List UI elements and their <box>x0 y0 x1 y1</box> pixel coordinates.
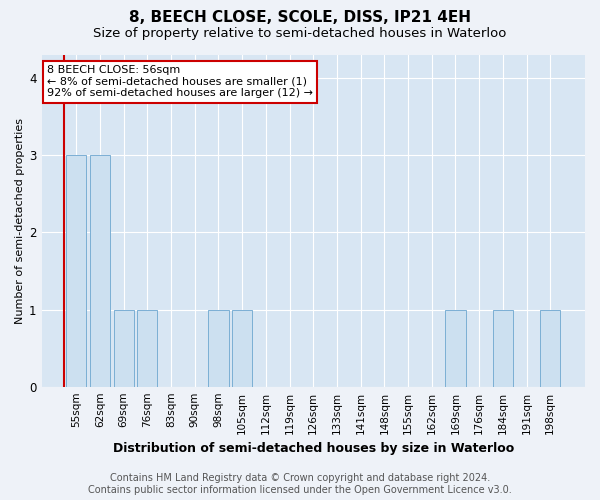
Text: 8 BEECH CLOSE: 56sqm
← 8% of semi-detached houses are smaller (1)
92% of semi-de: 8 BEECH CLOSE: 56sqm ← 8% of semi-detach… <box>47 65 313 98</box>
Bar <box>137 310 157 386</box>
Text: Size of property relative to semi-detached houses in Waterloo: Size of property relative to semi-detach… <box>94 28 506 40</box>
Bar <box>208 310 229 386</box>
Bar <box>66 156 86 386</box>
Bar <box>493 310 513 386</box>
Bar <box>445 310 466 386</box>
Text: Contains HM Land Registry data © Crown copyright and database right 2024.
Contai: Contains HM Land Registry data © Crown c… <box>88 474 512 495</box>
Bar <box>113 310 134 386</box>
Bar <box>90 156 110 386</box>
X-axis label: Distribution of semi-detached houses by size in Waterloo: Distribution of semi-detached houses by … <box>113 442 514 455</box>
Bar <box>232 310 252 386</box>
Bar <box>540 310 560 386</box>
Text: 8, BEECH CLOSE, SCOLE, DISS, IP21 4EH: 8, BEECH CLOSE, SCOLE, DISS, IP21 4EH <box>129 10 471 25</box>
Y-axis label: Number of semi-detached properties: Number of semi-detached properties <box>15 118 25 324</box>
